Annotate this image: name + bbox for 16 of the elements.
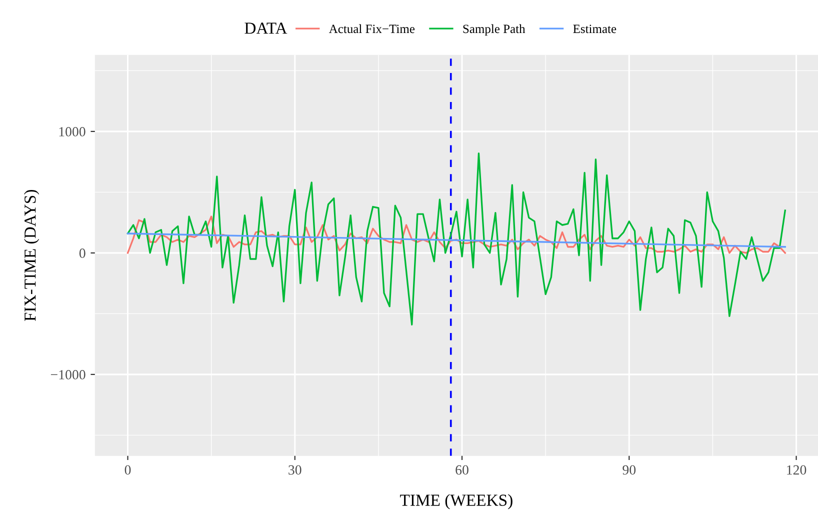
y-axis-title: FIX-TIME (DAYS) [24, 190, 40, 322]
legend-label: Actual Fix−Time [328, 24, 415, 34]
legend-label: Sample Path [463, 24, 526, 36]
x-tick-label: 120 [787, 465, 806, 475]
x-tick-label: 90 [622, 465, 636, 475]
line-series [126, 152, 786, 326]
legend-label: Estimate [573, 24, 616, 34]
x-tick-label: 0 [124, 465, 131, 475]
y-tick-label: 1000 [59, 127, 86, 136]
x-tick-label: 60 [456, 465, 468, 475]
y-tick-label: 0 [79, 248, 86, 258]
line-series [126, 216, 786, 254]
legend-title: DATA [244, 22, 288, 34]
x-axis-title: TIME (WEEKS) [400, 494, 512, 510]
y-tick-label: −1000 [50, 370, 86, 380]
x-tick-label: 30 [288, 465, 302, 475]
